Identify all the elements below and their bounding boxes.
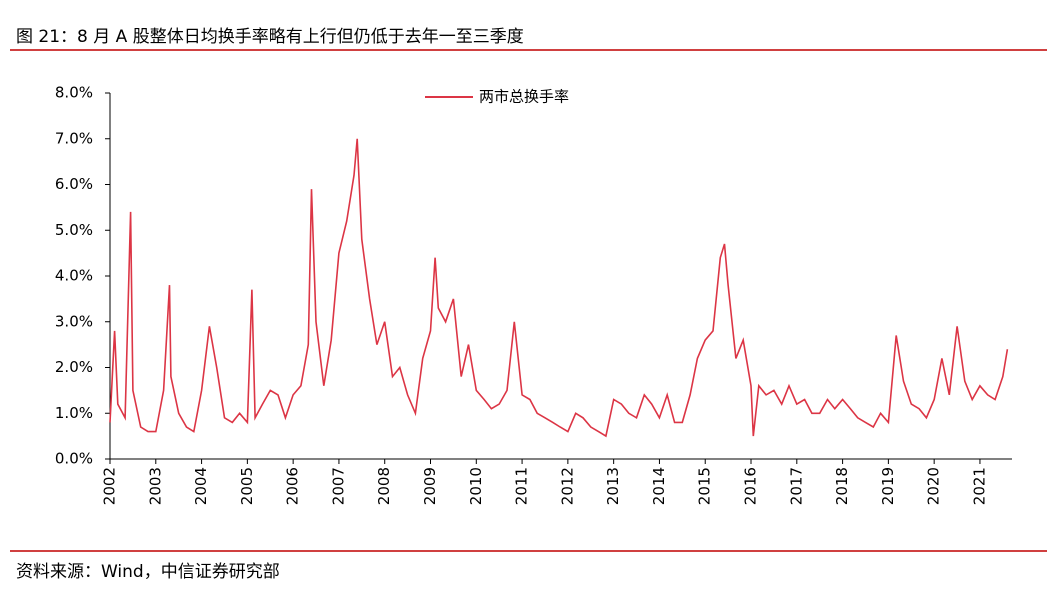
y-tick-label: 2.0%	[55, 358, 93, 376]
x-tick-label: 2002	[101, 467, 119, 505]
y-tick-label: 6.0%	[55, 175, 93, 193]
x-tick-label: 2016	[742, 467, 760, 505]
x-tick-label: 2015	[696, 467, 714, 505]
x-tick-label: 2012	[558, 467, 576, 505]
chart-title: 图 21：8 月 A 股整体日均换手率略有上行但仍低于去年一至三季度	[16, 27, 524, 47]
x-tick-label: 2018	[833, 467, 851, 505]
x-tick-label: 2019	[879, 467, 897, 505]
x-tick-label: 2010	[467, 467, 485, 505]
source-note: 资料来源：Wind，中信证券研究部	[16, 562, 280, 582]
x-tick-label: 2004	[192, 467, 210, 505]
y-tick-label: 3.0%	[55, 312, 93, 330]
y-tick-label: 5.0%	[55, 221, 93, 239]
series-line	[109, 138, 1009, 438]
x-tick-label: 2003	[146, 467, 164, 505]
y-tick-label: 1.0%	[55, 404, 93, 422]
x-tick-label: 2020	[925, 467, 943, 505]
y-tick-label: 0.0%	[55, 450, 93, 468]
x-tick-label: 2013	[604, 467, 622, 505]
x-tick-label: 2009	[421, 467, 439, 505]
x-tick-label: 2021	[970, 467, 988, 505]
x-tick-label: 2007	[329, 467, 347, 505]
y-tick-label: 8.0%	[55, 84, 93, 102]
x-tick-label: 2011	[513, 467, 531, 505]
x-tick-label: 2017	[787, 467, 805, 505]
y-tick-label: 4.0%	[55, 267, 93, 285]
x-tick-label: 2008	[375, 467, 393, 505]
y-tick-label: 7.0%	[55, 129, 93, 147]
legend-label: 两市总换手率	[479, 88, 569, 106]
x-tick-label: 2006	[284, 467, 302, 505]
x-tick-label: 2005	[238, 467, 256, 505]
x-tick-label: 2014	[650, 467, 668, 505]
